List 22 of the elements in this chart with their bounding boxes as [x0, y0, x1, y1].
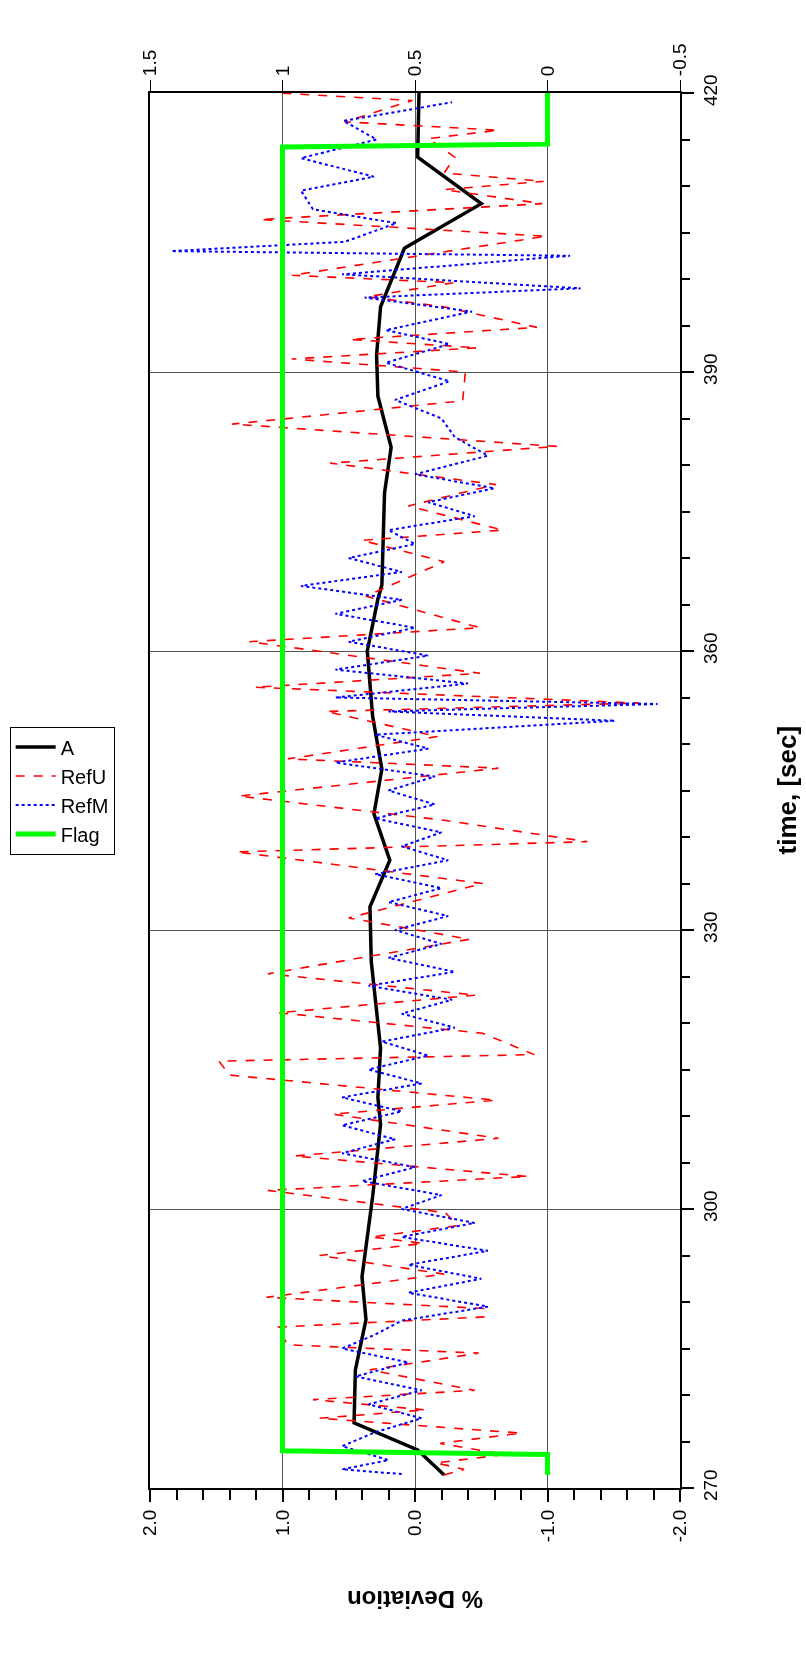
legend-label: RefM: [60, 794, 109, 817]
x-axis-title: % Deviation: [346, 1586, 483, 1613]
y-axis-title: time, [sec]: [771, 725, 802, 855]
x2-tick-label: 0: [536, 65, 558, 77]
y-tick-label: 300: [699, 1190, 721, 1222]
y-tick-label: 330: [699, 911, 721, 943]
x-tick-label: 2.0: [139, 1509, 161, 1537]
legend-label: A: [60, 736, 75, 759]
x-tick-label: 0.0: [404, 1509, 426, 1537]
y-tick-label: 390: [699, 353, 721, 385]
y-tick-label: 360: [699, 632, 721, 664]
x2-tick-label: 1: [271, 65, 293, 77]
x2-tick-label: 0.5: [404, 49, 426, 77]
y-tick-label: 270: [699, 1469, 721, 1501]
y-tick-label: 420: [699, 74, 721, 106]
x-tick-label: -2.0: [669, 1509, 691, 1543]
x2-tick-label: 1.5: [139, 49, 161, 77]
legend-label: Flag: [60, 823, 100, 846]
legend-label: RefU: [60, 765, 107, 788]
x-tick-label: 1.0: [271, 1509, 293, 1537]
x2-tick-label: -0.5: [669, 43, 691, 77]
x-tick-label: -1.0: [536, 1509, 558, 1543]
